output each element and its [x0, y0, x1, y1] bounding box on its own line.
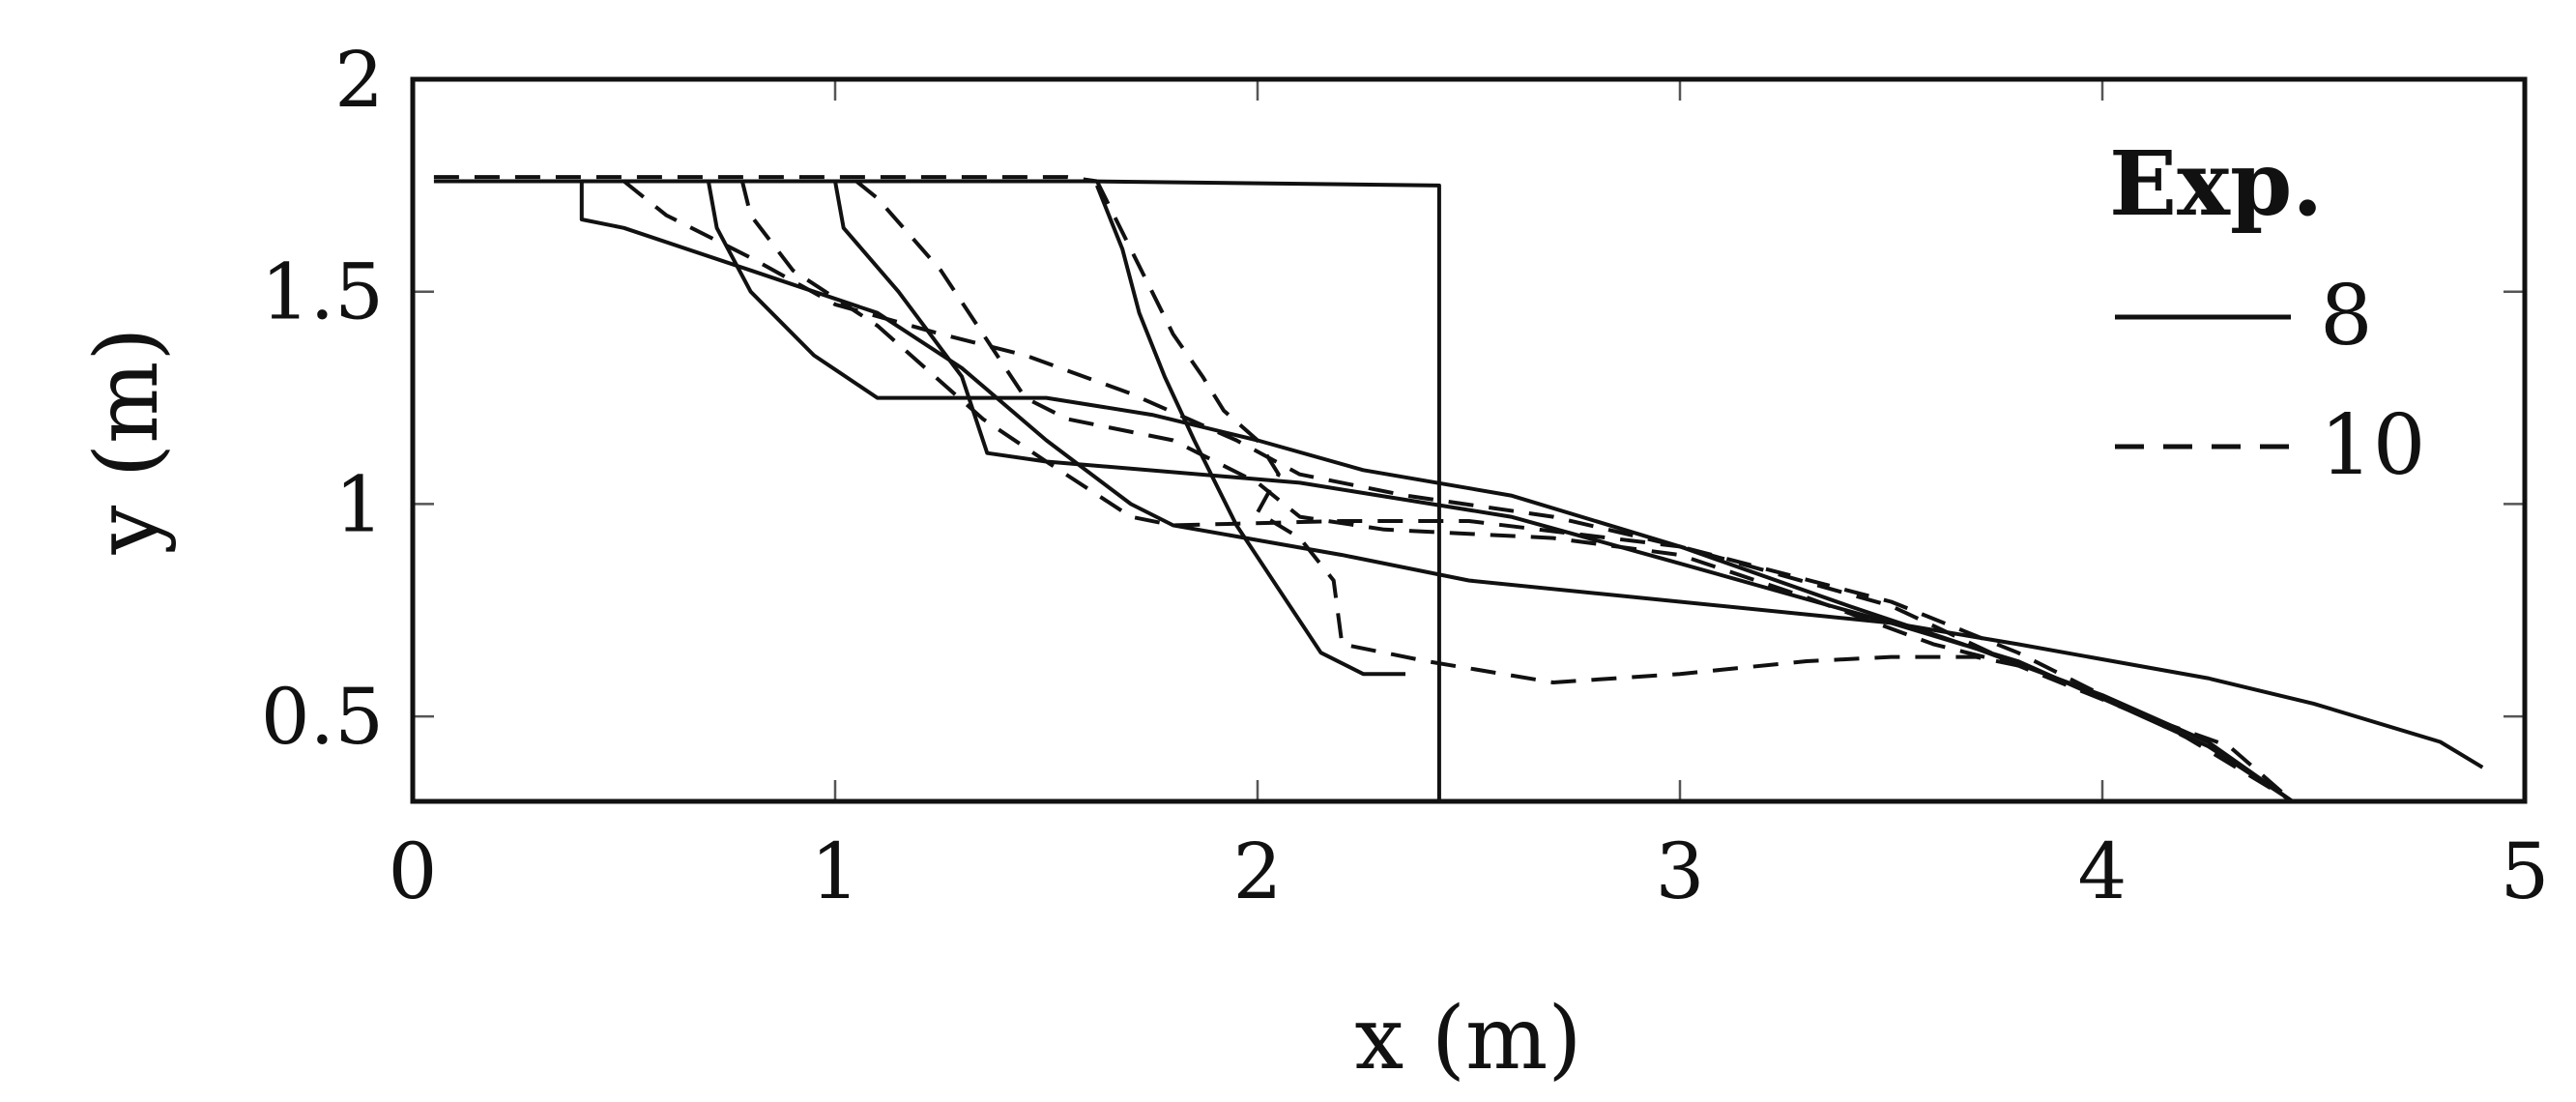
series-layer: [433, 175, 2484, 803]
series-line-exp8-1: [579, 181, 2484, 769]
legend-title: Exp.: [2109, 131, 2323, 236]
series-line-exp8-0: [433, 179, 1441, 801]
series-line-exp8-4: [1095, 185, 1405, 677]
series-line-exp10-7: [739, 181, 2295, 803]
series-line-exp10-6: [622, 179, 2294, 803]
x-tick-label: 1: [811, 826, 860, 916]
x-axis-label: x (m): [1355, 988, 1582, 1089]
y-tick-label: 1: [334, 459, 384, 549]
series-line-exp8-3: [833, 181, 2294, 803]
legend-label-8: 8: [2320, 268, 2373, 364]
y-tick-label: 2: [334, 35, 384, 125]
y-tick-label: 1.5: [261, 247, 384, 337]
plot-frame: [410, 76, 2528, 804]
x-tick-label: 4: [2078, 826, 2127, 916]
series-line-exp10-8: [854, 179, 2019, 668]
series-line-exp8-2: [706, 181, 2294, 803]
x-tick-label: 2: [1233, 826, 1283, 916]
y-axis-label: y (m): [76, 327, 178, 555]
series-line-exp10-5: [433, 175, 1098, 184]
x-tick-label: 5: [2501, 826, 2550, 916]
tick-labels: 0 1 2 3 4 5 0.5 1 1.5 2: [261, 35, 2550, 916]
legend: Exp. 8 10: [2109, 131, 2425, 494]
series-line-exp10-9: [1095, 180, 2018, 684]
x-tick-label: 3: [1656, 826, 1705, 916]
x-tick-label: 0: [389, 826, 438, 916]
legend-label-10: 10: [2320, 397, 2425, 494]
y-tick-label: 0.5: [261, 672, 384, 762]
